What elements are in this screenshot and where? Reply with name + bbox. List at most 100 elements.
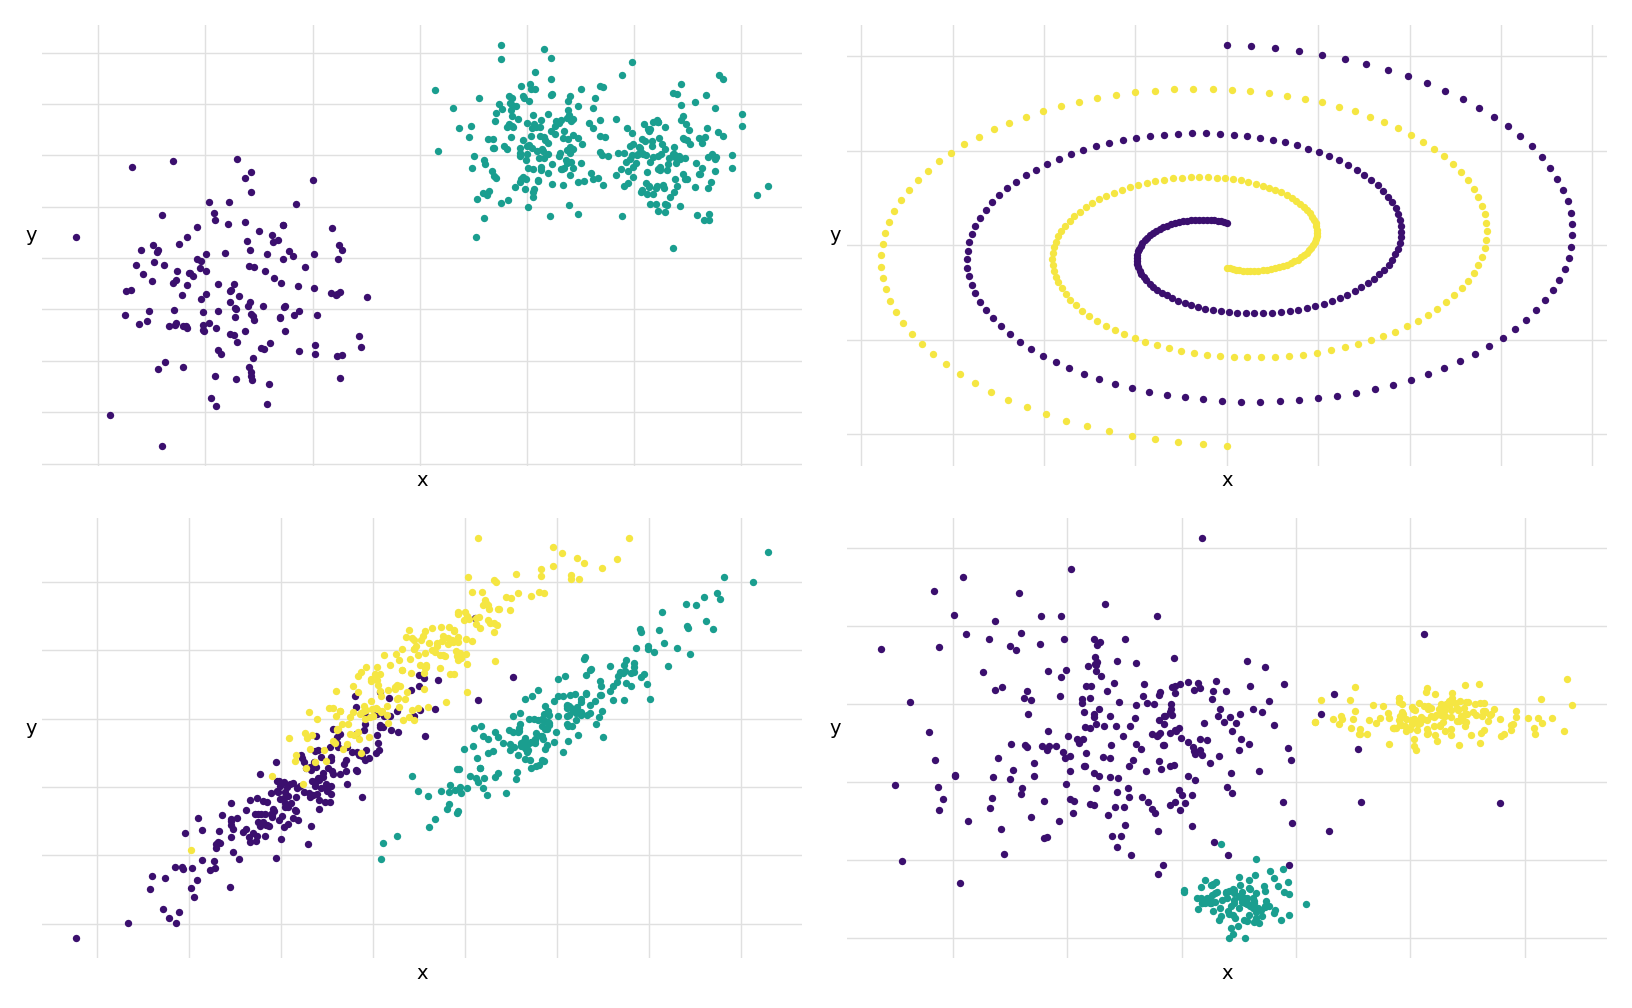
Point	[1381, 720, 1407, 736]
Point	[271, 818, 297, 835]
Point	[1144, 608, 1170, 624]
Point	[1480, 109, 1506, 125]
Point	[463, 610, 490, 626]
Point	[1077, 690, 1103, 707]
Point	[444, 804, 470, 821]
Point	[313, 776, 339, 792]
Point	[672, 597, 698, 613]
Point	[286, 811, 312, 828]
Point	[1281, 253, 1307, 269]
Point	[1069, 302, 1095, 319]
Point	[1018, 341, 1044, 357]
Point	[1087, 768, 1113, 784]
Point	[1560, 228, 1586, 244]
Point	[473, 787, 499, 803]
Point	[1399, 716, 1425, 732]
Point	[1033, 406, 1059, 422]
Point	[1472, 207, 1498, 223]
Point	[1216, 906, 1242, 922]
Point	[470, 211, 496, 227]
Point	[1306, 144, 1332, 160]
Point	[663, 155, 689, 171]
Point	[150, 257, 176, 273]
Point	[1103, 87, 1129, 103]
Point	[558, 566, 584, 583]
Point	[609, 160, 635, 176]
Point	[1219, 723, 1245, 739]
Point	[323, 709, 349, 725]
Point	[718, 146, 744, 162]
Point	[398, 665, 424, 681]
Point	[1159, 290, 1185, 306]
Point	[480, 140, 506, 156]
Point	[898, 694, 924, 710]
Point	[1071, 705, 1097, 721]
Point	[627, 140, 653, 156]
Point	[251, 341, 277, 357]
Point	[1554, 671, 1580, 687]
Point	[498, 742, 524, 758]
Point	[650, 136, 676, 152]
Point	[1144, 338, 1170, 354]
Point	[560, 160, 586, 176]
Point	[477, 616, 503, 632]
Point	[537, 717, 563, 733]
Point	[144, 244, 170, 260]
Point	[1219, 261, 1245, 277]
Point	[1428, 707, 1454, 723]
Point	[610, 145, 636, 161]
Point	[543, 724, 570, 740]
Point	[1178, 169, 1204, 185]
Point	[491, 138, 517, 154]
Point	[1141, 696, 1167, 712]
Point	[173, 277, 199, 293]
Point	[1364, 177, 1390, 194]
Point	[645, 114, 671, 130]
Point	[372, 647, 398, 663]
Point	[447, 650, 473, 666]
Point	[242, 311, 268, 328]
Point	[224, 150, 250, 166]
Point	[1234, 263, 1260, 279]
Point	[526, 713, 552, 729]
Point	[553, 709, 579, 725]
Point	[1221, 882, 1247, 898]
Point	[1309, 95, 1335, 111]
Point	[353, 752, 379, 768]
Point	[1426, 718, 1452, 734]
Point	[494, 140, 521, 156]
Point	[1446, 713, 1472, 729]
Point	[532, 741, 558, 757]
Point	[1449, 280, 1475, 296]
Point	[282, 789, 308, 805]
Point	[302, 743, 328, 759]
Point	[465, 692, 491, 709]
Point	[568, 708, 594, 724]
Point	[1237, 678, 1263, 695]
Point	[367, 720, 393, 736]
Point	[508, 738, 534, 754]
Point	[444, 648, 470, 664]
Point	[1087, 634, 1113, 650]
Point	[305, 742, 331, 758]
Point	[429, 633, 455, 649]
Point	[163, 272, 189, 288]
Point	[1407, 715, 1433, 731]
Point	[710, 71, 736, 87]
Point	[499, 118, 526, 134]
Point	[1105, 769, 1131, 785]
Point	[318, 786, 344, 802]
Point	[1283, 193, 1309, 209]
Point	[539, 87, 565, 103]
Point	[1361, 381, 1387, 397]
Point	[463, 770, 490, 786]
Point	[176, 265, 202, 281]
Point	[450, 612, 477, 628]
Point	[1035, 156, 1061, 172]
Point	[308, 749, 335, 765]
Point	[627, 139, 653, 155]
Point	[646, 159, 672, 175]
Point	[388, 661, 415, 677]
Point	[253, 395, 279, 411]
Point	[1118, 847, 1144, 863]
